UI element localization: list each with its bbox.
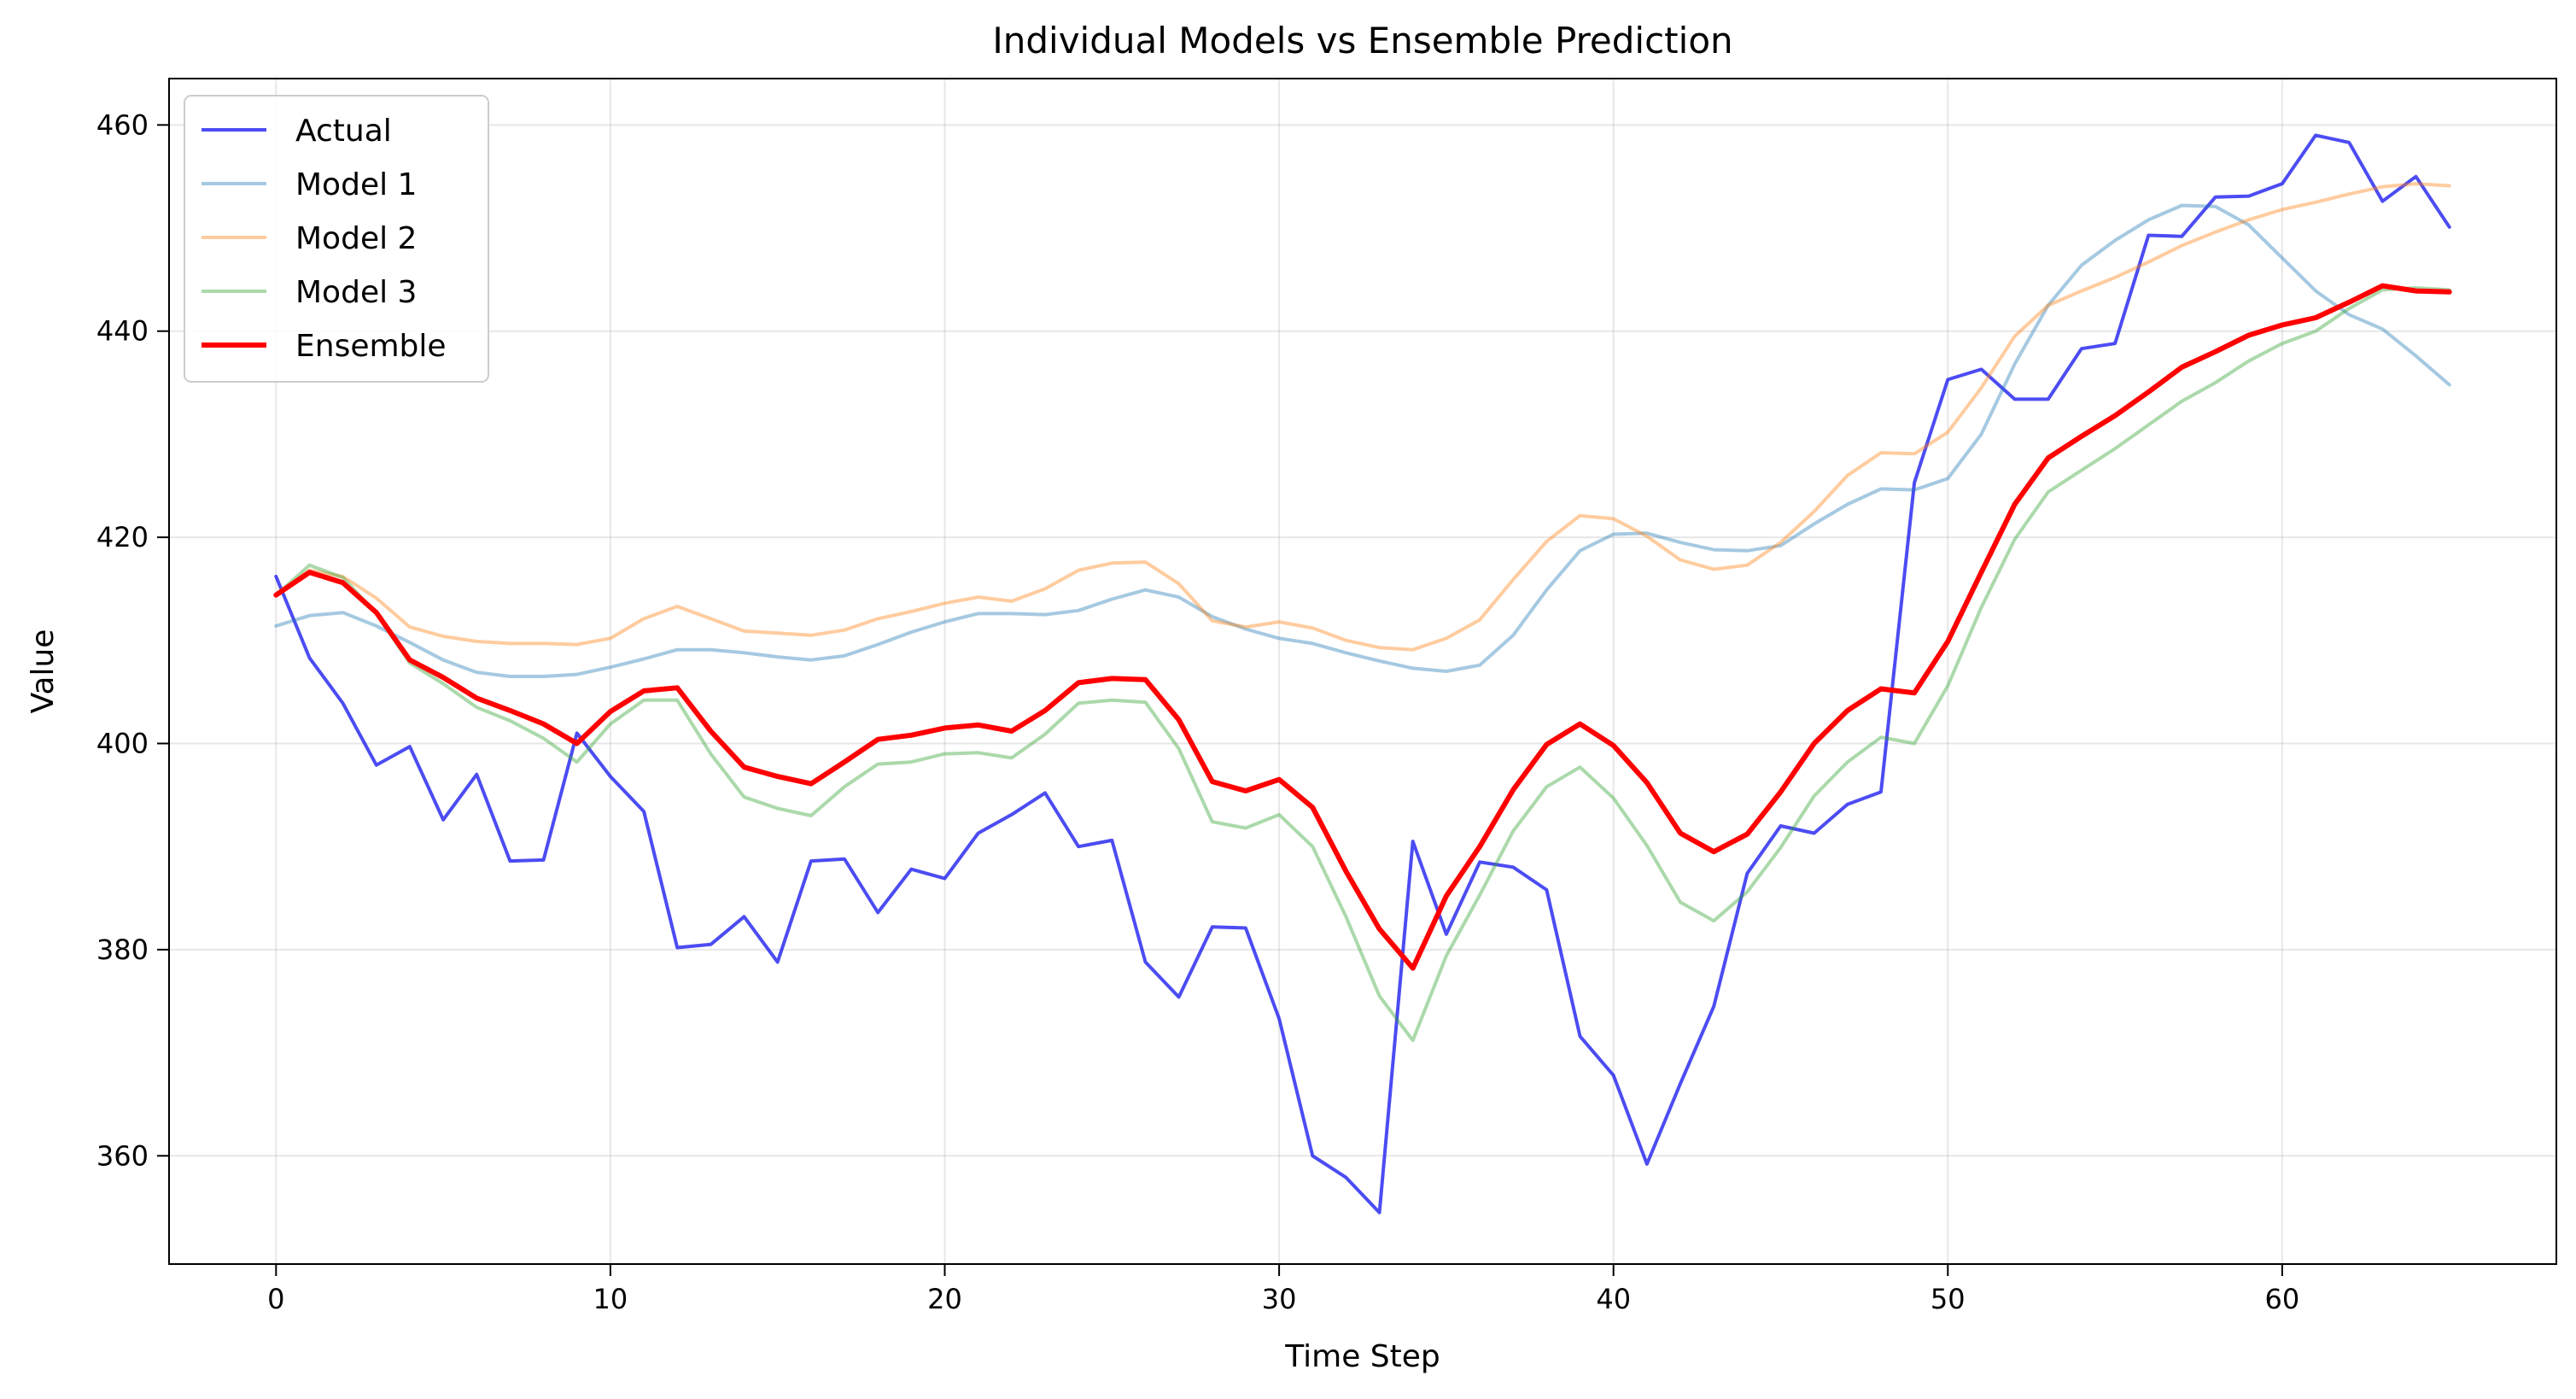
legend-label-ensemble: Ensemble (295, 329, 447, 364)
y-tick-label: 460 (96, 108, 149, 141)
plot-area-frame (168, 78, 2557, 1265)
legend: Actual Model 1 Model 2 Model 3 Ensemble (184, 95, 489, 383)
x-tick-label: 20 (927, 1283, 962, 1315)
y-tick-label: 360 (96, 1139, 149, 1172)
series-line-model-2 (274, 182, 2451, 652)
axis-ticks: 0 10 20 30 40 50 60 360 380 400 420 440 460 (96, 108, 2299, 1315)
legend-box (184, 95, 489, 383)
y-tick-label: 440 (96, 315, 149, 348)
series-line-ensemble (273, 283, 2452, 971)
x-axis-label: Time Step (1284, 1339, 1440, 1374)
series-lines (273, 133, 2452, 1215)
x-tick-label: 60 (2265, 1283, 2300, 1315)
y-tick-label: 400 (96, 727, 149, 759)
series-line-model-3 (274, 286, 2451, 1043)
chart-title: Individual Models vs Ensemble Prediction (992, 20, 1732, 61)
legend-label-model-3: Model 3 (295, 275, 417, 310)
legend-label-actual: Actual (295, 114, 392, 149)
series-line-model-1 (274, 203, 2451, 678)
x-tick-label: 10 (593, 1283, 628, 1315)
x-tick-label: 30 (1262, 1283, 1297, 1315)
x-tick-label: 50 (1931, 1283, 1966, 1315)
legend-label-model-2: Model 2 (295, 221, 417, 256)
grid (169, 79, 2556, 1264)
y-tick-label: 380 (96, 934, 149, 966)
y-axis-label: Value (26, 629, 61, 714)
y-tick-label: 420 (96, 521, 149, 553)
x-tick-label: 0 (267, 1283, 284, 1315)
x-tick-label: 40 (1596, 1283, 1631, 1315)
legend-label-model-1: Model 1 (295, 167, 417, 202)
series-line-actual (274, 133, 2451, 1215)
